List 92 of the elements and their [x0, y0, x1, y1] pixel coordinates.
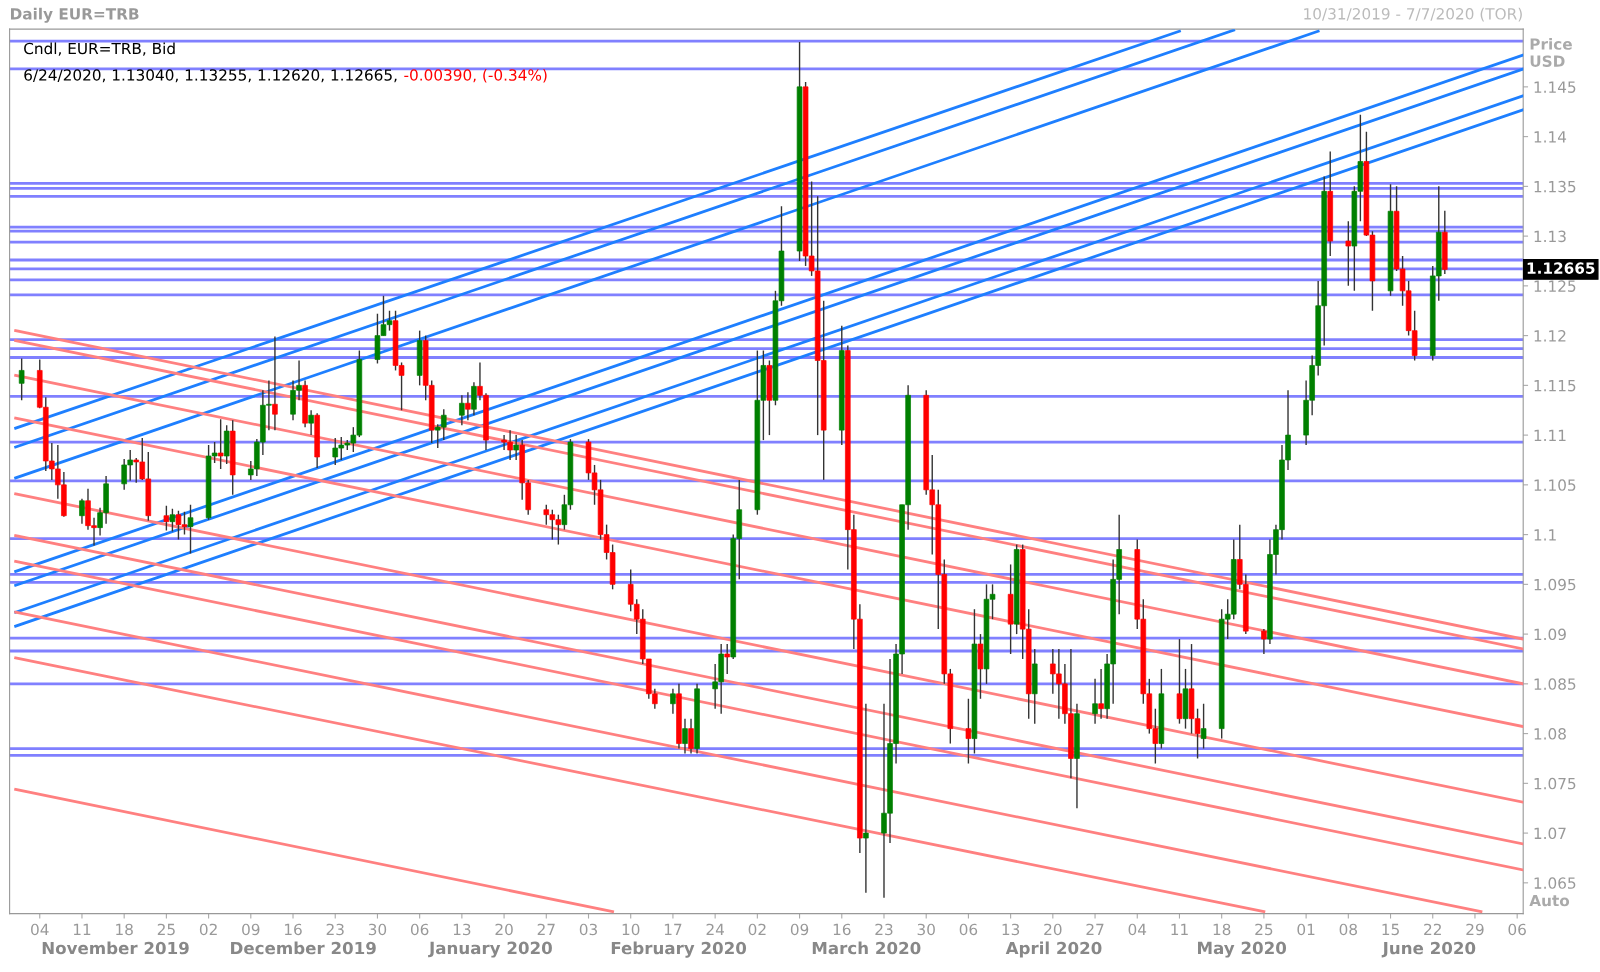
x-tick-label: 04 [31, 923, 49, 936]
chart-title: Daily EUR=TRB [11, 7, 139, 23]
y-tick-label: 1.115 [1534, 380, 1576, 392]
y-tick-label: 1.1 [1534, 529, 1556, 541]
annotation: Cndl, EUR=TRB, Bid [24, 42, 175, 56]
text: March 2020 [812, 941, 921, 955]
y-axis-title: Price USD [1530, 38, 1572, 67]
x-tick-label: 02 [199, 923, 217, 936]
x-tick-label: 03 [579, 923, 597, 936]
candlestick [513, 434, 519, 461]
y-tick-label: 1.07 [1534, 827, 1566, 840]
text: May 2020 [1198, 941, 1287, 958]
candlestick [465, 391, 471, 421]
candlestick [163, 505, 170, 532]
x-tick-label: 20 [495, 923, 513, 936]
candlestick [682, 717, 688, 755]
x-tick-label: 27 [1086, 923, 1104, 936]
x-tick-label: 30 [368, 923, 387, 936]
text: February 2020 [611, 941, 747, 958]
x-tick-label: 10 [622, 923, 640, 936]
x-tick-label: 24 [706, 923, 725, 936]
y-tick-label: 1.14 [1534, 131, 1567, 143]
x-tick-label: 23 [875, 923, 893, 936]
text: December 2019 [231, 941, 376, 955]
y-tick-label: 1.09 [1534, 628, 1566, 641]
candlestick [471, 381, 477, 416]
y-tick-label: 1.075 [1534, 777, 1576, 790]
candlestick [79, 498, 85, 525]
x-tick-label: 11 [73, 923, 91, 936]
chart-subtitle: 10/31/2019 - 7/7/2020 (TOR) [1304, 7, 1522, 22]
y-tick-label: 1.125 [1534, 280, 1576, 292]
x-tick-label: 23 [326, 923, 344, 936]
candlestick [688, 717, 694, 755]
text: Auto [1529, 894, 1570, 907]
x-tick-label: 22 [1424, 923, 1441, 936]
text: April 2020 [1005, 941, 1102, 958]
text: January 2020 [428, 941, 552, 958]
y-tick-label: 1.135 [1534, 180, 1576, 193]
y-tick-label: 1.08 [1534, 728, 1566, 740]
x-tick-label: 25 [1255, 923, 1273, 936]
candlestick [863, 703, 869, 894]
candlestick [965, 698, 972, 765]
x-tick-label: 27 [537, 923, 555, 936]
annotation: 6/24/2020, 1.13040, 1.13255, 1.12620, 1.12665, [24, 69, 397, 83]
text: June 2020 [1381, 941, 1476, 958]
x-tick-label: 18 [116, 923, 133, 936]
candlestick [724, 643, 730, 675]
x-tick-label: 02 [748, 923, 766, 936]
x-tick-label: 11 [1171, 923, 1188, 936]
candlestick [1345, 220, 1352, 287]
x-tick-label: 16 [284, 923, 302, 936]
x-tick-label: 15 [1382, 923, 1399, 936]
y-tick-label: 1.105 [1534, 479, 1576, 491]
candlestick [217, 418, 224, 470]
candlestick [187, 504, 194, 555]
x-tick-label: 18 [1213, 923, 1231, 936]
x-tick-label: 17 [664, 923, 682, 936]
x-tick-label: 13 [453, 923, 471, 936]
candlestick [670, 688, 676, 715]
x-tick-label: 09 [242, 923, 260, 936]
y-tick-label: 1.13 [1534, 230, 1566, 243]
candlestick [308, 409, 314, 436]
candlestick [459, 394, 465, 426]
x-tick-label: 16 [833, 923, 851, 936]
y-tick-label: 1.11 [1534, 429, 1566, 441]
candlestick [1261, 628, 1267, 655]
x-tick-label: 06 [959, 923, 978, 936]
annotation: -0.00390, (-0.34%) [404, 68, 547, 83]
x-tick-label: 06 [410, 923, 429, 936]
candlestick [1098, 668, 1104, 720]
x-tick-label: 29 [1466, 923, 1484, 936]
candlestick [169, 508, 176, 533]
text: 1.12665 [1527, 262, 1595, 274]
x-tick-label: 01 [1297, 923, 1315, 936]
text: November 2019 [42, 941, 189, 955]
x-tick-label: 04 [1128, 923, 1147, 936]
y-tick-label: 1.12 [1534, 330, 1566, 342]
y-tick-label: 1.145 [1534, 81, 1576, 93]
candlestick [272, 335, 278, 431]
x-tick-label: 09 [790, 923, 809, 936]
y-tick-label: 1.065 [1534, 877, 1576, 889]
y-tick-label: 1.085 [1534, 678, 1576, 690]
candlestick [1200, 703, 1207, 750]
x-tick-label: 13 [1002, 923, 1020, 936]
x-tick-label: 25 [157, 923, 175, 936]
candlestick [1092, 678, 1098, 725]
x-tick-label: 20 [1044, 923, 1062, 936]
x-tick-label: 06 [1508, 923, 1526, 936]
candlestick [18, 357, 25, 401]
x-tick-label: 08 [1339, 923, 1357, 936]
x-tick-label: 30 [917, 923, 935, 936]
y-tick-label: 1.095 [1534, 578, 1576, 591]
